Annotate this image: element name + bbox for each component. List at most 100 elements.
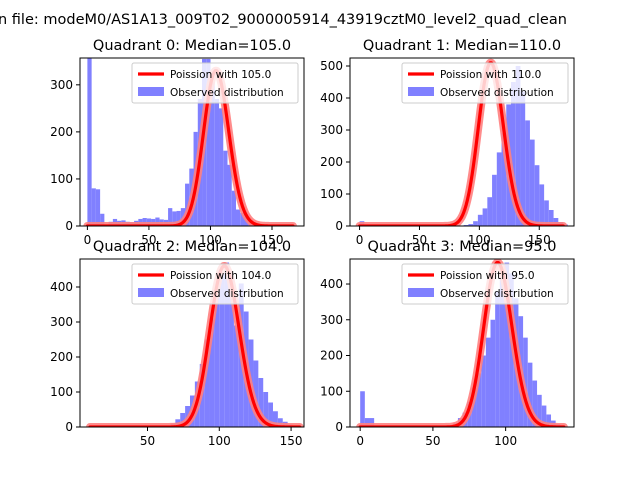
histogram-bar: [206, 58, 211, 226]
legend-box: [131, 263, 299, 305]
histogram-bar: [548, 210, 554, 226]
legend-box: [131, 62, 299, 104]
figure-title: n file: modeM0/AS1A13_009T02_9000005914_…: [0, 12, 567, 28]
legend-label-poisson: Poission with 104.0: [170, 270, 271, 282]
histogram-bar: [544, 200, 549, 226]
legend: Poission with 104.0 Observed distribution: [131, 263, 299, 305]
x-tick-label: 150: [528, 233, 551, 247]
histogram-bar: [509, 273, 514, 427]
histogram-bar: [214, 98, 220, 226]
histogram-bar: [204, 339, 210, 427]
histogram-bar: [172, 211, 177, 226]
y-tick-label: 100: [320, 384, 343, 398]
y-tick-label: 100: [320, 187, 343, 201]
histogram-bar: [525, 120, 530, 226]
histogram-bar: [477, 214, 483, 226]
x-tick-label: 50: [141, 233, 156, 247]
legend-bar-swatch: [138, 87, 164, 96]
legend-label-poisson: Poission with 105.0: [170, 69, 271, 81]
histogram-bar: [532, 380, 538, 427]
histogram-bar: [253, 360, 259, 427]
histogram-bar: [263, 392, 269, 427]
histogram-bar: [520, 91, 526, 226]
histogram-bar: [224, 262, 230, 427]
panel-title: Quadrant 2: Median=104.0: [93, 239, 291, 255]
legend-box: [401, 62, 569, 104]
y-tick-label: 400: [320, 277, 343, 291]
histogram-bar: [168, 208, 173, 226]
y-tick-label: 200: [50, 125, 73, 139]
y-tick-label: 0: [335, 219, 343, 233]
legend-box: [401, 263, 569, 305]
histogram-bar: [185, 183, 190, 226]
histogram-bar: [214, 294, 220, 427]
legend: Poission with 110.0 Observed distribution: [401, 62, 569, 104]
panel-title: Quadrant 3: Median=95.0: [368, 239, 557, 255]
histogram-bar: [527, 362, 533, 427]
panel-quadrant-2: 50 100 150 0 100 200 300 400 Quadrant 2: Median=…: [50, 239, 305, 448]
histogram-bar: [223, 150, 228, 226]
y-tick-label: 300: [50, 78, 73, 92]
histogram-bar: [515, 66, 521, 226]
histogram-bar: [546, 414, 552, 427]
legend-label-histogram: Observed distribution: [440, 288, 554, 300]
x-tick-label: 150: [261, 233, 284, 247]
x-tick-label: 0: [84, 233, 92, 247]
histogram-bar: [360, 391, 365, 427]
legend-label-poisson: Poission with 110.0: [440, 69, 541, 81]
legend-label-poisson: Poission with 95.0: [440, 270, 535, 282]
plot-area: [356, 259, 568, 427]
axes-frame: [349, 57, 575, 227]
histogram-bar: [277, 418, 283, 427]
y-tick-label: 300: [320, 123, 343, 137]
y-tick-label: 200: [50, 350, 73, 364]
histogram-bar: [369, 418, 375, 427]
y-tick-label: 200: [320, 155, 343, 169]
histogram-bar: [229, 280, 234, 427]
histogram-bar: [240, 212, 245, 226]
histogram-bar: [231, 190, 236, 226]
axes-frame: [349, 258, 575, 428]
x-tick-label: 0: [356, 434, 364, 448]
x-tick-label: 100: [208, 434, 231, 448]
x-tick-label: 100: [494, 434, 517, 448]
panel-quadrant-1: 0 50 100 150 0 100 200 300 400 500 Quadrant 1: Med…: [320, 38, 575, 247]
plot-area: [83, 58, 297, 226]
axes-frame: [79, 57, 305, 227]
x-tick-label: 150: [280, 434, 303, 448]
y-tick-label: 300: [320, 313, 343, 327]
legend-label-histogram: Observed distribution: [170, 288, 284, 300]
histogram-bar: [495, 291, 500, 427]
histogram-bar: [541, 405, 547, 427]
axes-frame: [79, 258, 305, 428]
histogram-bar: [176, 210, 181, 226]
y-tick-label: 200: [320, 349, 343, 363]
histogram-bar: [487, 197, 493, 226]
plot-area: [355, 58, 573, 226]
histogram-bar: [219, 108, 224, 226]
histogram-bar: [100, 213, 105, 226]
histogram-bar: [468, 224, 474, 226]
histogram-bar: [499, 276, 505, 427]
histogram-bar: [272, 411, 278, 427]
y-tick-label: 100: [50, 385, 73, 399]
legend-label-histogram: Observed distribution: [440, 87, 554, 99]
legend-bar-swatch: [138, 288, 164, 297]
histogram-bar: [268, 402, 273, 427]
poisson-curve: [357, 61, 565, 226]
histogram-bar: [529, 139, 535, 226]
histogram-bar: [91, 188, 96, 226]
histogram-bar: [364, 418, 370, 427]
histogram-bar: [209, 318, 215, 427]
histogram-bar: [210, 82, 215, 226]
histogram-bar: [492, 174, 497, 226]
histogram-bar: [476, 373, 482, 427]
legend: Poission with 105.0 Observed distribution: [131, 62, 299, 104]
panel-title: Quadrant 1: Median=110.0: [363, 38, 561, 54]
x-tick-label: 50: [412, 233, 427, 247]
panel-quadrant-0: 0 50 100 150 0 100 200 300 Quadrant 0: Median=10…: [50, 38, 305, 247]
x-tick-label: 50: [140, 434, 155, 448]
poisson-curve: [358, 260, 566, 427]
y-tick-label: 500: [320, 59, 343, 73]
